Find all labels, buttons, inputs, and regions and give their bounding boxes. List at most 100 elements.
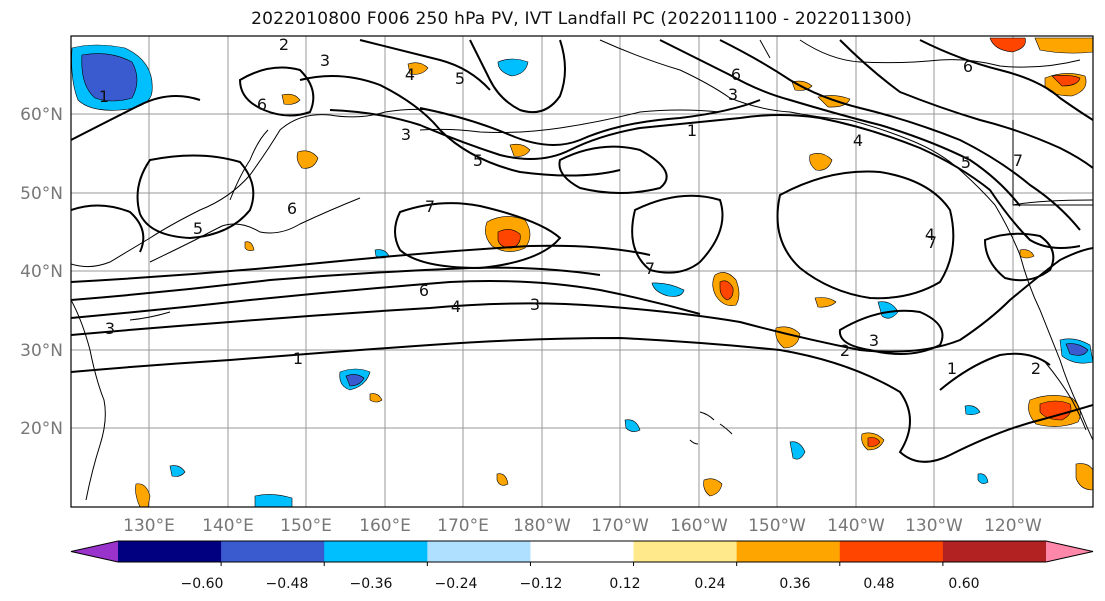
latitude-labels: 60°N 50°N 40°N 30°N 20°N [20, 105, 63, 439]
colorbar-tick-labels: −0.60 −0.48 −0.36 −0.24 −0.12 0.12 0.24 … [181, 576, 980, 592]
contour-18 [71, 95, 201, 141]
contour-label: 4 [451, 297, 461, 316]
contour-label: 2 [279, 35, 289, 54]
positive-blob-12 [809, 153, 833, 171]
colorbar-segment [324, 541, 428, 562]
colorbar-tick-label: 0.12 [609, 576, 640, 592]
contour-label: 2 [840, 341, 850, 360]
negative-blob-3 [651, 282, 685, 297]
contour-label: 6 [963, 57, 973, 76]
positive-core-18 [867, 437, 881, 447]
lat-label: 40°N [20, 262, 63, 282]
contour-label: 5 [455, 69, 465, 88]
colorbar-segment [427, 541, 531, 562]
contour-label: 1 [293, 349, 303, 368]
colorbar-tick-label: 0.60 [948, 576, 979, 592]
positive-blob-23 [1019, 249, 1035, 259]
contour-13 [419, 99, 761, 146]
contour-12 [329, 109, 1081, 249]
positive-blob-7 [1051, 75, 1081, 87]
contour-16 [238, 66, 315, 117]
colorbar-extend-max [1046, 541, 1093, 562]
contour-3 [71, 280, 701, 319]
lon-label: 120°W [984, 516, 1042, 536]
colorbar-tick-label: −0.36 [350, 576, 393, 592]
colorbar-tick-label: −0.24 [435, 576, 478, 592]
contour-label: 6 [287, 199, 297, 218]
positive-blob-5 [1034, 37, 1093, 54]
negative-blob-12 [977, 473, 989, 484]
colorbar-segment [839, 541, 944, 562]
contour-label: 3 [401, 125, 411, 144]
positive-blob-11 [509, 143, 531, 157]
map-title: 2022010800 F006 250 hPa PV, IVT Landfall… [251, 9, 912, 29]
lat-label: 30°N [20, 341, 63, 361]
contour-8 [776, 170, 955, 300]
lon-label: 130°E [123, 516, 175, 536]
colorbar-segment [118, 541, 222, 562]
colorbar-tick-label: −0.12 [520, 576, 563, 592]
contour-label: 6 [257, 95, 267, 114]
contour-label: 5 [193, 219, 203, 238]
coastline-japan [149, 197, 361, 263]
colorbar-tick-label: 0.36 [779, 576, 810, 592]
contours [71, 39, 1093, 463]
positive-blob-9 [407, 62, 429, 75]
contour-label: 1 [99, 87, 109, 106]
lon-label: 150°W [748, 516, 806, 536]
negative-core-nw [81, 53, 138, 102]
contour-label: 1 [687, 121, 697, 140]
contour-10 [558, 145, 668, 194]
lon-label: 160°W [670, 516, 728, 536]
contour-2 [71, 247, 1093, 353]
contour-15 [719, 39, 1081, 231]
contour-9 [838, 309, 944, 355]
contour-5 [71, 244, 651, 283]
map-frame [70, 35, 1094, 508]
lon-label: 130°W [905, 516, 963, 536]
positive-core-2 [719, 280, 734, 301]
colorbar-segment [221, 541, 325, 562]
positive-blob-20 [135, 483, 151, 507]
contour-4 [71, 266, 601, 301]
negative-blob-7 [254, 494, 293, 507]
lat-label: 50°N [20, 184, 63, 204]
contour-11 [299, 75, 621, 177]
contour-22 [839, 39, 1093, 169]
contour-label: 3 [728, 85, 738, 104]
positive-blob-4 [989, 37, 1026, 53]
coastline-ryukyu [129, 311, 171, 321]
negative-blob-8 [169, 465, 186, 477]
lon-label: 170°W [591, 516, 649, 536]
positive-blob-24 [244, 241, 255, 251]
positive-blob-8 [296, 150, 319, 169]
colorbar-segment [633, 541, 738, 562]
contour-label: 5 [473, 151, 483, 170]
lon-label: 150°E [280, 516, 332, 536]
negative-blob-4 [877, 301, 899, 319]
contour-label: 7 [927, 233, 937, 252]
lat-label: 60°N [20, 105, 63, 125]
positive-blob-10 [281, 93, 301, 105]
contour-label: 7 [1013, 151, 1023, 170]
contour-label: 2 [1031, 359, 1041, 378]
lat-label: 20°N [20, 419, 63, 439]
colorbar-tick-label: −0.48 [266, 576, 309, 592]
contour-24 [939, 352, 1051, 391]
negative-core-ne [1065, 343, 1089, 356]
colorbar [70, 540, 1094, 566]
contour-21 [919, 39, 1093, 121]
colorbar-outline [70, 540, 1094, 563]
lon-label: 140°E [202, 516, 254, 536]
contour-label: 3 [869, 331, 879, 350]
contour-label: 4 [925, 225, 935, 244]
coastline-baja [1044, 361, 1087, 431]
colorbar-extend-min [71, 541, 118, 562]
positive-core-3 [1039, 400, 1072, 421]
contour-label: 6 [419, 281, 429, 300]
negative-blob-9 [964, 405, 981, 415]
contour-1 [71, 336, 1093, 463]
contour-label: 1 [947, 359, 957, 378]
contour-label: 7 [425, 197, 435, 216]
